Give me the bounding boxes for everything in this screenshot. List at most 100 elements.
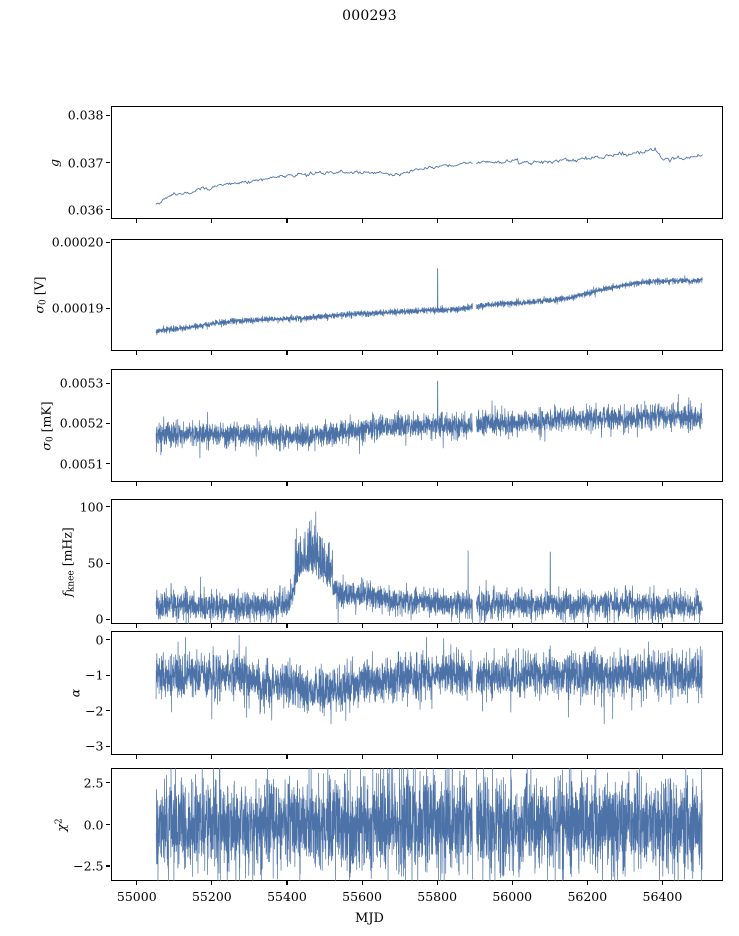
- panel-frame: [110, 239, 723, 351]
- x-tick-label: 55600: [342, 889, 382, 904]
- x-tick-mark: [436, 351, 438, 356]
- y-tick-label: 0.038: [67, 107, 104, 123]
- x-tick-mark: [361, 219, 363, 224]
- series-sigma-0-v-: [155, 268, 703, 336]
- y-tick-label: −3: [85, 738, 104, 754]
- x-tick-mark: [211, 755, 213, 760]
- x-tick-mark: [136, 219, 138, 224]
- x-tick-mark: [511, 755, 513, 760]
- x-axis-label: MJD: [355, 911, 384, 926]
- plot-panel-2: [110, 369, 723, 482]
- x-tick-label: 55200: [191, 889, 232, 904]
- x-tick-mark: [136, 482, 138, 487]
- x-tick-mark: [361, 482, 363, 487]
- x-tick-mark: [511, 219, 513, 224]
- x-tick-mark: [511, 624, 513, 629]
- x-tick-mark: [586, 624, 588, 629]
- x-tick-mark: [586, 755, 588, 760]
- y-axis-label-panel-4: α: [67, 688, 82, 698]
- x-tick-label: 56000: [492, 889, 533, 904]
- data-line: [155, 380, 703, 459]
- series-g: [155, 147, 703, 205]
- x-tick-mark: [211, 482, 213, 487]
- y-tick-label: 0.00019: [51, 300, 104, 316]
- data-line: [155, 511, 703, 624]
- x-tick-mark: [586, 881, 588, 886]
- x-tick-mark: [286, 351, 288, 356]
- y-tick-mark: [106, 114, 111, 116]
- y-tick-label: 0.0051: [59, 456, 104, 472]
- y-tick-mark: [106, 307, 111, 309]
- x-tick-mark: [136, 351, 138, 356]
- y-axis-label-panel-0: g: [46, 158, 61, 167]
- y-tick-mark: [106, 823, 111, 826]
- y-axis-label-panel-3: fknee [mHz]: [58, 526, 77, 597]
- y-tick-label: 0.0052: [59, 415, 104, 431]
- figure-title: 000293: [342, 8, 397, 24]
- y-tick-mark: [106, 463, 111, 465]
- y-tick-mark: [106, 241, 111, 243]
- x-tick-mark: [211, 881, 213, 886]
- y-tick-mark: [106, 422, 111, 425]
- x-tick-mark: [211, 351, 213, 356]
- x-tick-mark: [361, 755, 363, 760]
- x-tick-mark: [661, 219, 663, 224]
- x-tick-mark: [661, 351, 663, 356]
- x-tick-label: 55400: [267, 889, 307, 904]
- data-line: [155, 147, 703, 205]
- y-tick-mark: [106, 674, 111, 676]
- x-tick-mark: [286, 881, 288, 886]
- y-axis-label-panel-2: σ0 [mK]: [37, 400, 56, 451]
- y-tick-label: −2.5: [73, 858, 104, 874]
- y-tick-label: 100: [79, 499, 104, 515]
- x-tick-mark: [286, 755, 288, 760]
- y-tick-label: 0: [95, 611, 104, 627]
- series-chi-2: [155, 768, 703, 881]
- y-tick-label: 0.0053: [59, 375, 104, 391]
- y-tick-mark: [106, 710, 111, 712]
- x-tick-mark: [661, 881, 663, 886]
- x-tick-mark: [361, 881, 363, 886]
- series-alpha: [155, 635, 703, 725]
- y-tick-mark: [106, 745, 111, 747]
- x-tick-label: 56400: [642, 889, 683, 904]
- x-tick-mark: [586, 351, 588, 356]
- x-tick-mark: [136, 624, 138, 629]
- y-axis-label-panel-1: σ0 [V]: [30, 276, 49, 314]
- x-tick-mark: [436, 624, 438, 629]
- series-f-knee-mhz-: [155, 511, 703, 624]
- plot-panel-1: [110, 239, 723, 351]
- x-tick-mark: [211, 624, 213, 629]
- x-tick-mark: [136, 755, 138, 760]
- y-tick-label: −1: [85, 667, 104, 683]
- y-axis-label-panel-5: χ2: [53, 817, 68, 832]
- x-tick-mark: [361, 351, 363, 356]
- x-tick-mark: [661, 482, 663, 487]
- x-tick-mark: [286, 219, 288, 224]
- y-tick-label: 2.5: [83, 775, 104, 791]
- data-line: [155, 635, 703, 725]
- y-tick-label: −2: [85, 703, 104, 719]
- y-tick-label: 50: [87, 555, 104, 571]
- plot-panel-3: [110, 499, 723, 624]
- x-tick-mark: [211, 219, 213, 224]
- plot-panel-0: [110, 106, 723, 219]
- y-tick-label: 0.0: [83, 817, 104, 832]
- y-tick-label: 0.00020: [51, 234, 104, 250]
- x-tick-mark: [511, 482, 513, 487]
- x-tick-mark: [436, 755, 438, 760]
- panel-frame: [110, 106, 723, 219]
- x-tick-label: 55800: [417, 889, 458, 904]
- x-tick-mark: [136, 881, 138, 886]
- y-tick-label: 0.036: [67, 202, 104, 218]
- y-tick-mark: [106, 562, 111, 564]
- x-tick-mark: [586, 219, 588, 224]
- x-tick-mark: [436, 219, 438, 224]
- x-tick-mark: [286, 624, 288, 629]
- y-tick-mark: [106, 865, 111, 867]
- data-line: [155, 268, 703, 336]
- plot-panel-4: [110, 631, 723, 755]
- x-tick-mark: [436, 881, 438, 886]
- x-tick-mark: [511, 881, 513, 886]
- x-tick-label: 55000: [116, 889, 157, 904]
